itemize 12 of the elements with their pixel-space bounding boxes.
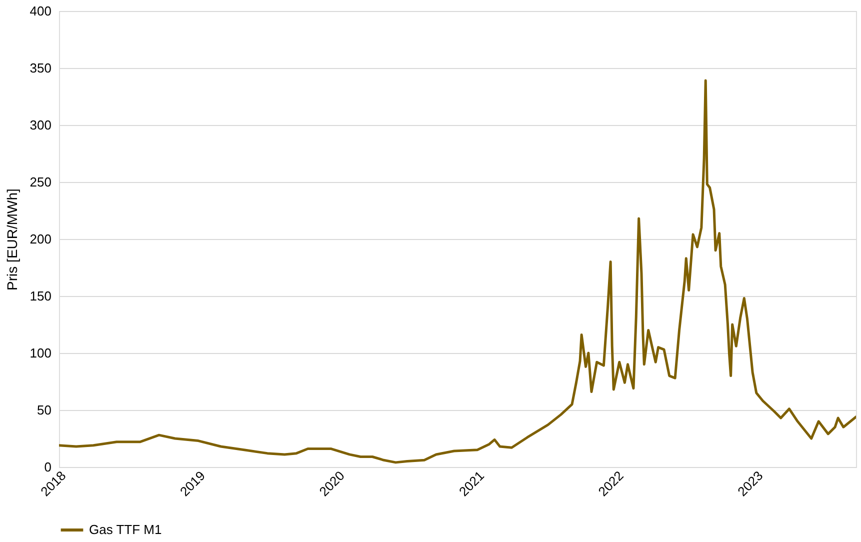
y-tick-label: 250 [30, 174, 52, 190]
y-tick-label: 0 [44, 460, 52, 474]
y-tick-label: 50 [37, 402, 52, 418]
legend-label: Gas TTF M1 [89, 522, 162, 537]
y-tick-label: 300 [30, 118, 52, 132]
y-tick-label: 200 [30, 232, 52, 246]
y-tick-label: 350 [30, 60, 52, 76]
y-tick-label: 150 [30, 288, 52, 304]
y-tick-label: 100 [30, 346, 52, 360]
y-tick-label: 400 [30, 4, 52, 18]
line-series [59, 79, 856, 464]
y-axis-title: Pris [EUR/MWh] [4, 188, 20, 290]
